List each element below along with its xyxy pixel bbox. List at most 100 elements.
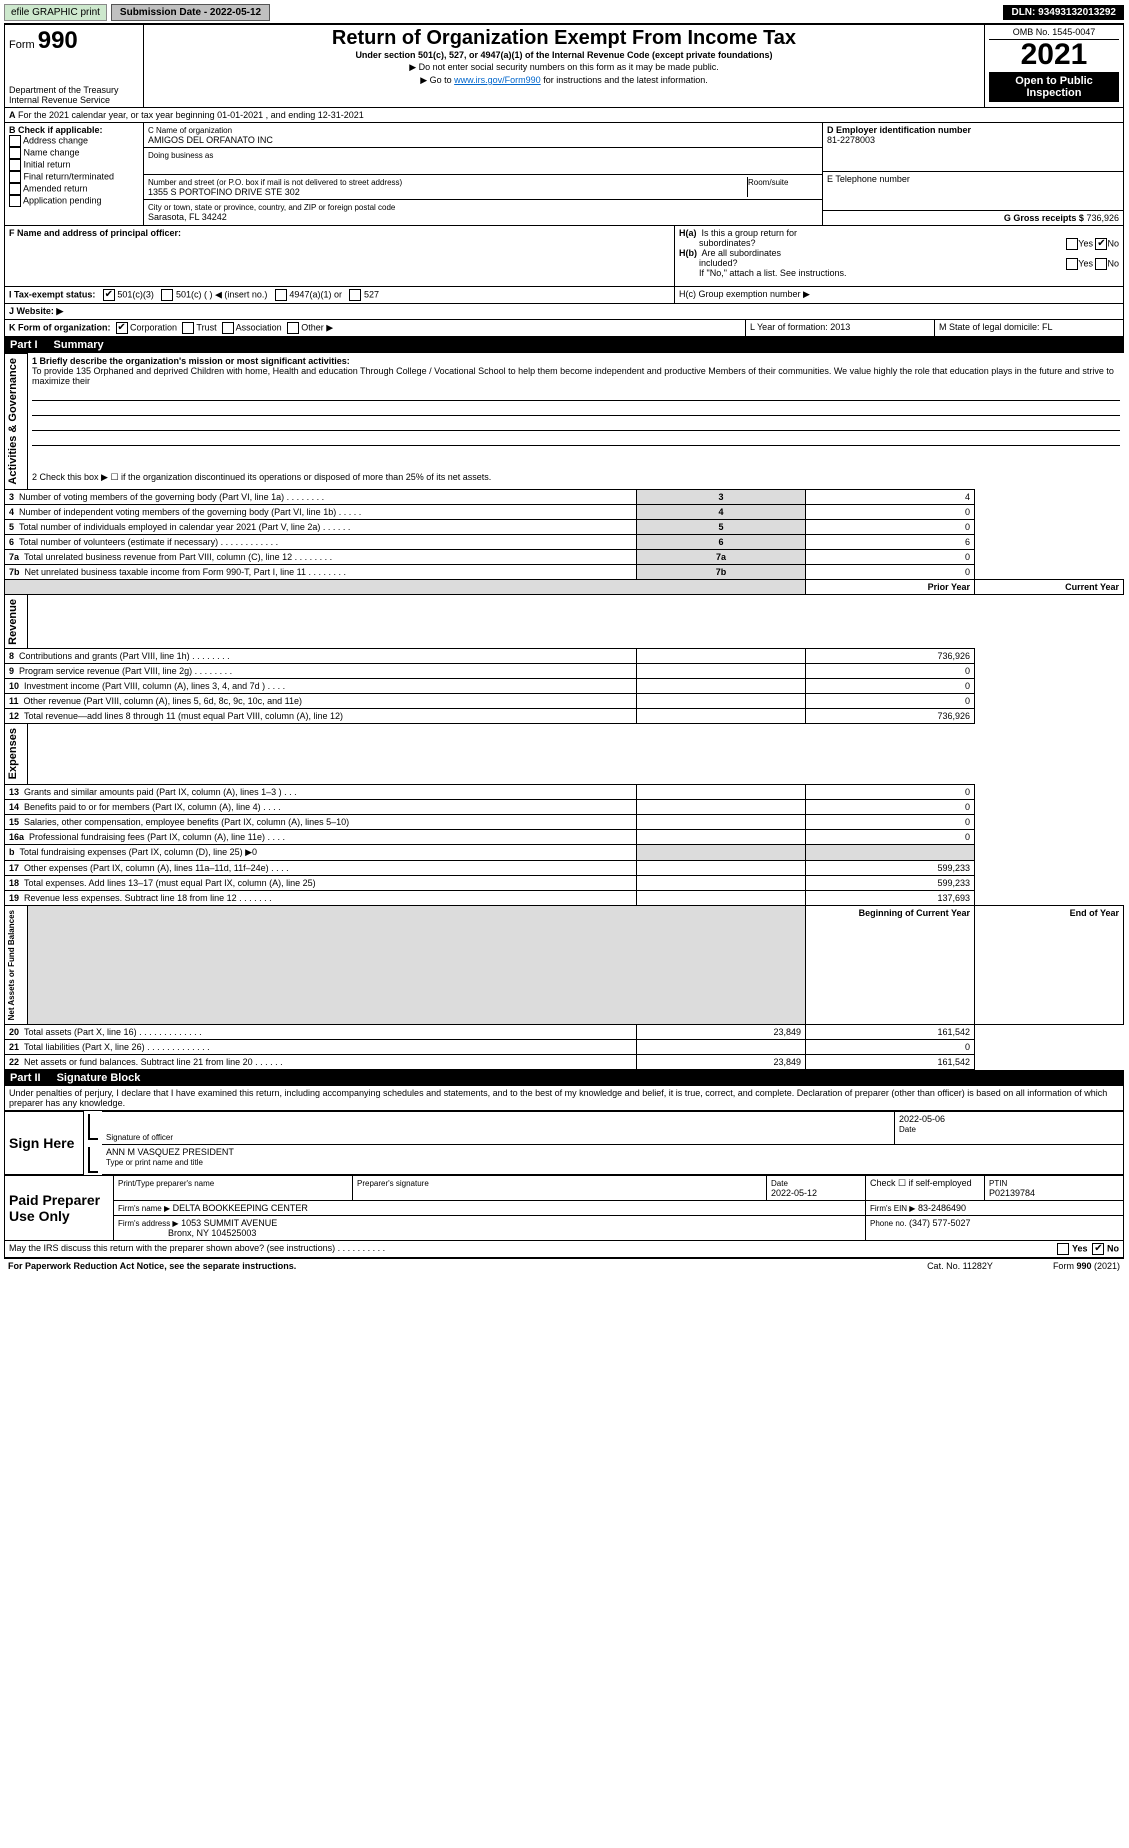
firm-ein-label: Firm's EIN ▶ <box>870 1204 915 1213</box>
firm-ein: 83-2486490 <box>918 1203 966 1213</box>
table-row: 17 Other expenses (Part IX, column (A), … <box>5 860 1124 875</box>
table-row: 22 Net assets or fund balances. Subtract… <box>5 1055 1124 1070</box>
pp-name-label: Print/Type preparer's name <box>118 1179 214 1188</box>
vlabel-expenses: Expenses <box>5 724 21 783</box>
sign-here-label: Sign Here <box>5 1112 84 1175</box>
checkbox-item[interactable]: Initial return <box>9 159 139 171</box>
prior-year-hdr: Prior Year <box>928 582 970 592</box>
efile-label: efile GRAPHIC print <box>4 4 107 21</box>
declaration: Under penalties of perjury, I declare th… <box>5 1086 1123 1110</box>
table-row: 4 Number of independent voting members o… <box>5 504 1124 519</box>
addr-label: Number and street (or P.O. box if mail i… <box>148 178 402 187</box>
dln-label: DLN: 93493132013292 <box>1003 5 1124 20</box>
submission-date-btn[interactable]: Submission Date - 2022-05-12 <box>111 4 270 21</box>
firm-addr1: 1053 SUMMIT AVENUE <box>181 1218 277 1228</box>
table-row: 6 Total number of volunteers (estimate i… <box>5 534 1124 549</box>
irs-link[interactable]: www.irs.gov/Form990 <box>454 75 541 85</box>
room-label: Room/suite <box>748 178 788 187</box>
table-row: 3 Number of voting members of the govern… <box>5 489 1124 504</box>
i-tax-exempt: I Tax-exempt status: ✔ 501(c)(3) 501(c) … <box>5 287 675 303</box>
mission-text: To provide 135 Orphaned and deprived Chi… <box>32 366 1114 386</box>
form-footer: Form 990 (2021) <box>1053 1261 1120 1271</box>
topbar: efile GRAPHIC print Submission Date - 20… <box>4 4 1124 21</box>
type-name-label: Type or print name and title <box>106 1158 203 1167</box>
cur-year-hdr: Current Year <box>1065 582 1119 592</box>
table-row: 13 Grants and similar amounts paid (Part… <box>5 784 1124 799</box>
e-label: E Telephone number <box>827 174 910 184</box>
ptin-label: PTIN <box>989 1179 1007 1188</box>
form-number: Form 990 <box>9 27 139 55</box>
g-label: G Gross receipts $ <box>1004 213 1084 223</box>
table-row: 21 Total liabilities (Part X, line 26) .… <box>5 1040 1124 1055</box>
h-a: H(a) Is this a group return for subordin… <box>679 228 1119 248</box>
irs-label: Internal Revenue Service <box>9 95 139 105</box>
h-b: H(b) Are all subordinates included? Yes … <box>679 248 1119 268</box>
checkbox-item[interactable]: Final return/terminated <box>9 171 139 183</box>
h-b-note: If "No," attach a list. See instructions… <box>679 268 1119 278</box>
l-year-formation: L Year of formation: 2013 <box>746 320 935 336</box>
org-name: AMIGOS DEL ORFANATO INC <box>148 135 273 145</box>
beg-year-hdr: Beginning of Current Year <box>859 908 970 918</box>
table-row: 9 Program service revenue (Part VIII, li… <box>5 664 1124 679</box>
d-label: D Employer identification number <box>827 125 971 135</box>
sig-officer-label: Signature of officer <box>106 1133 173 1142</box>
part1-header: Part ISummary <box>4 337 1124 353</box>
firm-phone: (347) 577-5027 <box>909 1218 971 1228</box>
vlabel-revenue: Revenue <box>5 595 21 649</box>
vlabel-netassets: Net Assets or Fund Balances <box>5 906 18 1024</box>
city-label: City or town, state or province, country… <box>148 203 395 212</box>
table-row: 20 Total assets (Part X, line 16) . . . … <box>5 1025 1124 1040</box>
table-row: b Total fundraising expenses (Part IX, c… <box>5 844 1124 860</box>
checkbox-item[interactable]: Name change <box>9 147 139 159</box>
form-subtitle: Under section 501(c), 527, or 4947(a)(1)… <box>148 50 980 60</box>
discuss-question: May the IRS discuss this return with the… <box>5 1241 1123 1257</box>
table-row: 15 Salaries, other compensation, employe… <box>5 814 1124 829</box>
c-label: C Name of organization <box>148 126 232 135</box>
gross-receipts: 736,926 <box>1086 213 1119 223</box>
firm-name-label: Firm's name ▶ <box>118 1204 170 1213</box>
pp-date: 2022-05-12 <box>771 1188 817 1198</box>
sig-date: 2022-05-06 <box>899 1114 945 1124</box>
tax-year: 2021 <box>989 40 1119 70</box>
pp-date-label: Date <box>771 1179 788 1188</box>
table-row: 12 Total revenue—add lines 8 through 11 … <box>5 709 1124 724</box>
end-year-hdr: End of Year <box>1070 908 1119 918</box>
part1-table: Activities & Governance 1 Briefly descri… <box>4 353 1124 1070</box>
section-b: B Check if applicable: Address change Na… <box>5 123 144 225</box>
f-principal-officer: F Name and address of principal officer: <box>5 226 675 286</box>
k-form-org: K Form of organization: ✔ Corporation Tr… <box>5 320 746 336</box>
line2: 2 Check this box ▶ ☐ if the organization… <box>28 470 1124 489</box>
checkbox-item[interactable]: Address change <box>9 135 139 147</box>
table-row: 14 Benefits paid to or for members (Part… <box>5 799 1124 814</box>
form-title: Return of Organization Exempt From Incom… <box>148 27 980 50</box>
note-goto: ▶ Go to www.irs.gov/Form990 for instruct… <box>148 75 980 86</box>
dba-label: Doing business as <box>148 151 213 160</box>
table-row: 16a Professional fundraising fees (Part … <box>5 829 1124 844</box>
table-row: 8 Contributions and grants (Part VIII, l… <box>5 649 1124 664</box>
ptin: P02139784 <box>989 1188 1035 1198</box>
ein: 81-2278003 <box>827 135 875 145</box>
dept-label: Department of the Treasury <box>9 85 139 95</box>
form-header: Form 990 Department of the Treasury Inte… <box>4 23 1124 108</box>
paid-preparer-table: Paid Preparer Use Only Print/Type prepar… <box>4 1175 1124 1241</box>
org-address: 1355 S PORTOFINO DRIVE STE 302 <box>148 187 300 197</box>
table-row: 10 Investment income (Part VIII, column … <box>5 679 1124 694</box>
m-state-domicile: M State of legal domicile: FL <box>935 320 1123 336</box>
paid-preparer-label: Paid Preparer Use Only <box>5 1176 114 1241</box>
checkbox-item[interactable]: Application pending <box>9 195 139 207</box>
checkbox-item[interactable]: Amended return <box>9 183 139 195</box>
table-row: 7b Net unrelated business taxable income… <box>5 564 1124 579</box>
table-row: 7a Total unrelated business revenue from… <box>5 549 1124 564</box>
sign-here-table: Sign Here Signature of officer 2022-05-0… <box>4 1111 1124 1175</box>
pp-self-employed: Check ☐ if self-employed <box>866 1176 985 1201</box>
table-row: 19 Revenue less expenses. Subtract line … <box>5 890 1124 905</box>
note-ssn: ▶ Do not enter social security numbers o… <box>148 62 980 73</box>
pra-notice: For Paperwork Reduction Act Notice, see … <box>8 1261 296 1271</box>
j-website: J Website: ▶ <box>5 304 1123 319</box>
cat-no: Cat. No. 11282Y <box>927 1261 993 1271</box>
date-label: Date <box>899 1125 916 1134</box>
public-inspection: Open to Public Inspection <box>989 72 1119 102</box>
pp-sig-label: Preparer's signature <box>357 1179 429 1188</box>
vlabel-activities: Activities & Governance <box>5 354 21 489</box>
line-a: A For the 2021 calendar year, or tax yea… <box>5 108 1123 122</box>
